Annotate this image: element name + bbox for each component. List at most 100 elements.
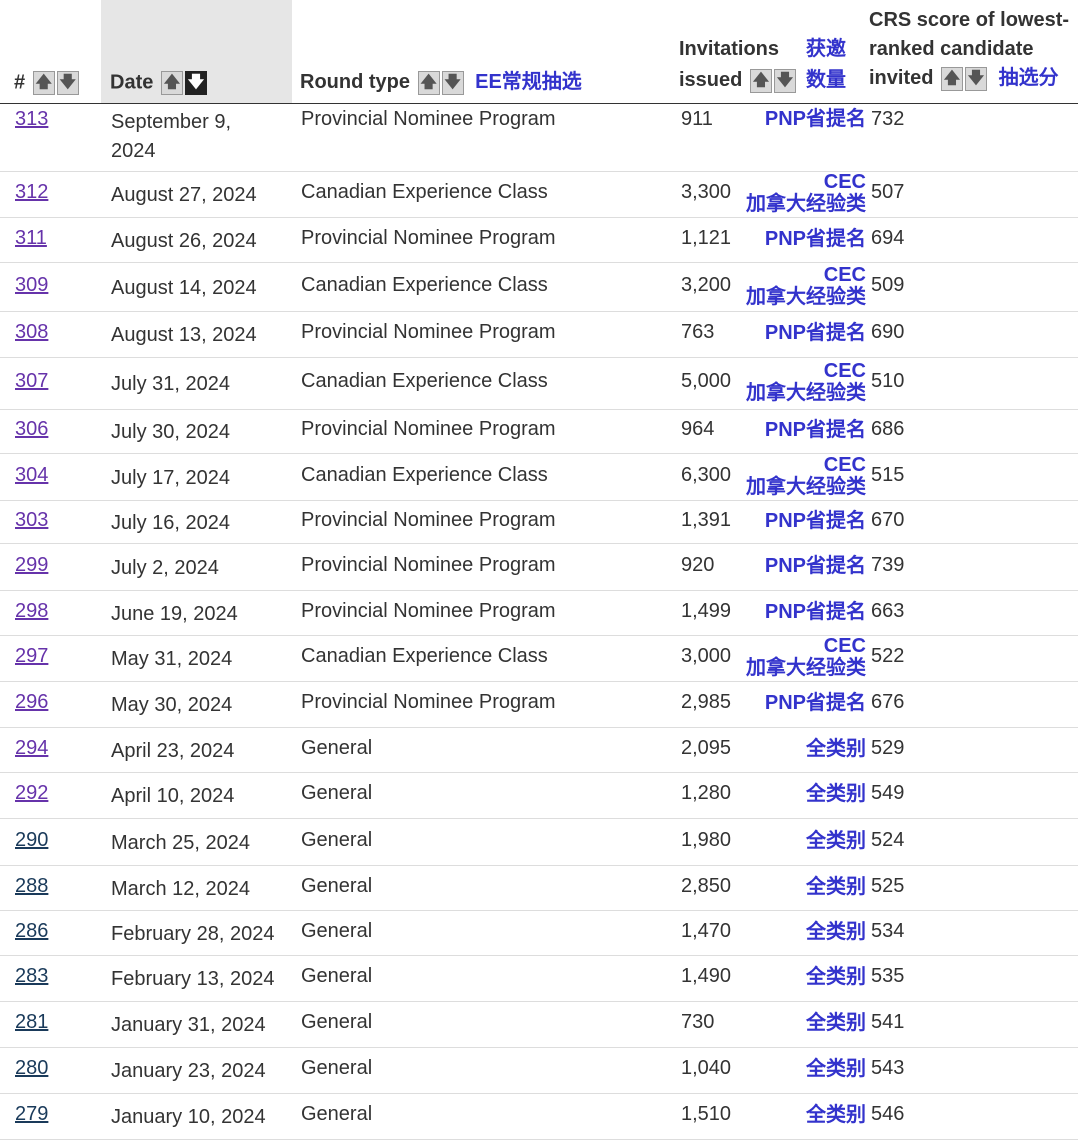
round-type-header: Round type 🡅 🡇 EE常规抽选 [300, 65, 582, 95]
row-number[interactable]: 288 [15, 875, 49, 897]
row-round-type: General [301, 737, 373, 759]
row-number[interactable]: 280 [15, 1057, 49, 1079]
row-number-link[interactable]: 303 [15, 509, 48, 532]
row-number[interactable]: 303 [15, 509, 49, 531]
row-invitations: 763 [681, 321, 715, 343]
row-number[interactable]: 279 [15, 1103, 49, 1125]
row-invitations: 1,490 [681, 965, 732, 987]
row-number[interactable]: 312 [15, 181, 49, 203]
row-number-link[interactable]: 296 [15, 691, 48, 714]
row-number[interactable]: 299 [15, 554, 49, 576]
sort-desc-crs-icon[interactable]: 🡇 [965, 66, 988, 91]
sort-desc-inv-icon[interactable]: 🡇 [773, 68, 796, 93]
row-round-type: General [301, 875, 373, 897]
sort-asc-inv-icon[interactable]: 🡅 [749, 68, 772, 93]
row-category-line1: PNP省提名 [764, 228, 866, 250]
crs-header-line2: ranked candidate [869, 38, 1034, 60]
row-category-line1: CEC [823, 635, 866, 657]
row-crs-score: 694 [871, 227, 905, 249]
row-category-label: 全类别 [806, 1104, 866, 1126]
row-number[interactable]: 311 [15, 227, 47, 249]
table-row: 297 May 31, 2024 Canadian Experience Class… [0, 635, 1078, 682]
row-number-link[interactable]: 306 [15, 418, 48, 441]
row-number-link[interactable]: 290 [15, 829, 48, 852]
row-invitations: 1,470 [681, 920, 732, 942]
row-category-line1: PNP省提名 [764, 601, 866, 623]
row-round-type: Canadian Experience Class [301, 645, 548, 667]
row-invitations: 1,121 [681, 227, 732, 249]
row-number-link[interactable]: 297 [15, 645, 48, 668]
row-date-line1: April 23, 2024 [111, 740, 235, 762]
row-number[interactable]: 283 [15, 965, 49, 987]
row-number-link[interactable]: 292 [15, 782, 48, 805]
row-number[interactable]: 298 [15, 600, 49, 622]
row-crs-score: 522 [871, 645, 905, 667]
row-number-link[interactable]: 299 [15, 554, 48, 577]
row-number[interactable]: 309 [15, 274, 49, 296]
row-crs-score: 510 [871, 370, 905, 392]
row-round-type: General [301, 782, 373, 804]
row-number[interactable]: 308 [15, 321, 49, 343]
sort-asc-crs-icon[interactable]: 🡅 [941, 66, 964, 91]
sort-desc-round-icon[interactable]: 🡇 [441, 71, 464, 95]
row-round-type: Provincial Nominee Program [301, 509, 556, 531]
row-number-link[interactable]: 294 [15, 737, 48, 760]
row-number-link[interactable]: 304 [15, 464, 48, 487]
row-number[interactable]: 307 [15, 370, 49, 392]
row-number-link[interactable]: 280 [15, 1057, 48, 1080]
sort-desc-num-icon[interactable]: 🡇 [56, 71, 79, 95]
row-number-link[interactable]: 279 [15, 1103, 48, 1126]
row-number[interactable]: 292 [15, 782, 49, 804]
row-number-link[interactable]: 288 [15, 875, 48, 898]
row-round-type: Canadian Experience Class [301, 464, 548, 486]
row-crs-score: 739 [871, 554, 905, 576]
row-number[interactable]: 297 [15, 645, 49, 667]
row-date: March 12, 2024 [111, 875, 250, 904]
row-number-link[interactable]: 313 [15, 108, 48, 131]
row-number[interactable]: 281 [15, 1011, 49, 1033]
row-round-type: Canadian Experience Class [301, 181, 548, 203]
row-number[interactable]: 296 [15, 691, 49, 713]
table-row: 294 April 23, 2024 General 2,095 全类别 529 [0, 727, 1078, 773]
row-date: March 25, 2024 [111, 829, 250, 858]
row-category-label: 全类别 [806, 830, 866, 852]
row-number-link[interactable]: 311 [15, 227, 47, 250]
row-number-link[interactable]: 312 [15, 181, 48, 204]
row-category-label: 全类别 [806, 876, 866, 898]
invitations-header: Invitations issued 🡅 🡇 [679, 34, 859, 96]
row-number[interactable]: 286 [15, 920, 49, 942]
row-number-link[interactable]: 309 [15, 274, 48, 297]
row-date-line1: March 25, 2024 [111, 832, 250, 854]
row-category-label: PNP省提名 [765, 108, 866, 130]
row-category-label: PNP省提名 [765, 419, 866, 441]
row-crs-score: 534 [871, 920, 905, 942]
row-number-link[interactable]: 298 [15, 600, 48, 623]
row-date-line1: March 12, 2024 [111, 878, 250, 900]
row-category-line1: 全类别 [806, 1058, 866, 1080]
row-category-line1: 全类别 [806, 876, 866, 898]
row-number[interactable]: 294 [15, 737, 49, 759]
row-invitations: 6,300 [681, 464, 732, 486]
row-number-link[interactable]: 283 [15, 965, 48, 988]
row-number-link[interactable]: 308 [15, 321, 48, 344]
row-number[interactable]: 313 [15, 108, 49, 130]
row-number-link[interactable]: 281 [15, 1011, 48, 1034]
row-category-label: PNP省提名 [765, 692, 866, 714]
row-invitations: 730 [681, 1011, 715, 1033]
sort-desc-date-icon[interactable]: 🡇 [184, 71, 207, 95]
sort-asc-round-icon[interactable]: 🡅 [417, 71, 440, 95]
table-row: 281 January 31, 2024 General 730 全类别 541 [0, 1001, 1078, 1048]
row-category-line1: PNP省提名 [764, 692, 866, 714]
row-invitations: 2,095 [681, 737, 732, 759]
row-number[interactable]: 306 [15, 418, 49, 440]
row-category-label: 全类别 [806, 1058, 866, 1080]
sort-asc-date-icon[interactable]: 🡅 [160, 71, 183, 95]
row-number[interactable]: 290 [15, 829, 49, 851]
row-category-line1: 全类别 [806, 783, 866, 805]
row-number-link[interactable]: 286 [15, 920, 48, 943]
row-crs-score: 509 [871, 274, 905, 296]
row-number-link[interactable]: 307 [15, 370, 48, 393]
row-number[interactable]: 304 [15, 464, 49, 486]
row-date: January 23, 2024 [111, 1057, 266, 1086]
sort-asc-num-icon[interactable]: 🡅 [32, 71, 55, 95]
